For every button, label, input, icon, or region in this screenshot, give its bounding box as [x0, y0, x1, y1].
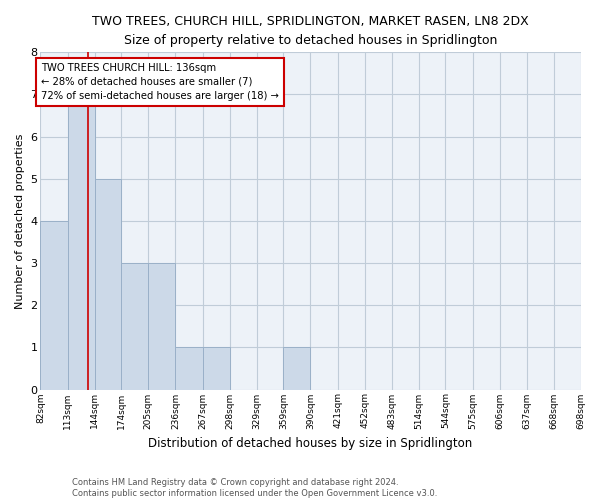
X-axis label: Distribution of detached houses by size in Spridlington: Distribution of detached houses by size …	[148, 437, 473, 450]
Title: TWO TREES, CHURCH HILL, SPRIDLINGTON, MARKET RASEN, LN8 2DX
Size of property rel: TWO TREES, CHURCH HILL, SPRIDLINGTON, MA…	[92, 15, 529, 47]
Y-axis label: Number of detached properties: Number of detached properties	[15, 133, 25, 308]
Text: Contains HM Land Registry data © Crown copyright and database right 2024.
Contai: Contains HM Land Registry data © Crown c…	[72, 478, 437, 498]
Bar	[175, 348, 203, 390]
Bar	[40, 221, 68, 390]
Bar	[148, 263, 175, 390]
Bar	[121, 263, 148, 390]
Text: TWO TREES CHURCH HILL: 136sqm
← 28% of detached houses are smaller (7)
72% of se: TWO TREES CHURCH HILL: 136sqm ← 28% of d…	[41, 63, 279, 101]
Bar	[95, 179, 121, 390]
Bar	[68, 94, 95, 390]
Bar	[203, 348, 230, 390]
Bar	[283, 348, 310, 390]
